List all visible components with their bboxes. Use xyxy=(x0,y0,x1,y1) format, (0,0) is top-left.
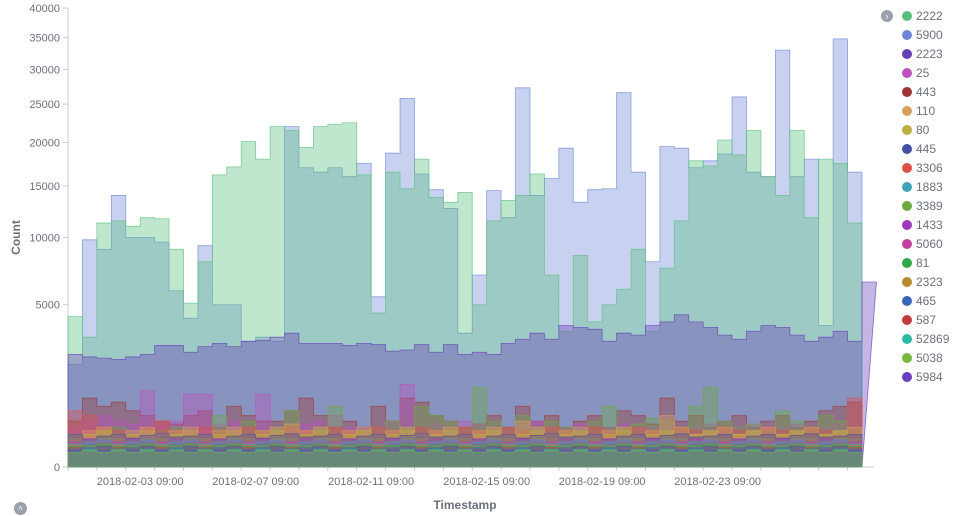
legend-item-445[interactable]: 445 xyxy=(902,139,949,158)
legend-item-110[interactable]: 110 xyxy=(902,101,949,120)
legend-swatch xyxy=(902,295,912,306)
y-tick-label: 40000 xyxy=(29,3,60,15)
legend-swatch xyxy=(902,276,912,287)
legend-swatch xyxy=(902,29,912,40)
legend-label: 1883 xyxy=(916,179,943,194)
legend-swatch xyxy=(902,10,912,21)
legend-label: 25 xyxy=(916,65,930,80)
x-tick-label: 2018-02-03 09:00 xyxy=(97,476,184,488)
series-area-5038 xyxy=(67,450,863,468)
legend-item-465[interactable]: 465 xyxy=(902,291,949,310)
legend-item-5060[interactable]: 5060 xyxy=(902,234,949,253)
legend-swatch xyxy=(902,238,912,249)
y-tick-label: 15000 xyxy=(29,181,60,193)
chevron-right-icon: › xyxy=(885,11,889,21)
legend-label: 3389 xyxy=(916,198,943,213)
legend-item-2223[interactable]: 2223 xyxy=(902,44,949,63)
legend-item-52869[interactable]: 52869 xyxy=(902,329,949,348)
legend-item-5984[interactable]: 5984 xyxy=(902,367,949,386)
y-tick-label: 30000 xyxy=(29,64,60,76)
legend-label: 2222 xyxy=(916,8,943,23)
x-tick-label: 2018-02-11 09:00 xyxy=(328,476,414,488)
legend-label: 52869 xyxy=(916,331,950,346)
legend-label: 465 xyxy=(916,293,937,308)
series-area-81 xyxy=(67,443,863,468)
legend-item-80[interactable]: 80 xyxy=(902,120,949,139)
legend-label: 443 xyxy=(916,84,937,99)
legend-label: 81 xyxy=(916,255,930,270)
legend-swatch xyxy=(902,333,912,344)
chevron-up-icon: ˄ xyxy=(18,504,23,513)
legend-list: 2222 5900 2223 25 443 110 80 445 3306 1883 3389 143… xyxy=(902,6,949,386)
y-tick-label: 20000 xyxy=(29,137,60,149)
legend-label: 3306 xyxy=(916,160,943,175)
legend-item-2222[interactable]: 2222 xyxy=(902,6,949,25)
legend-label: 2223 xyxy=(916,46,943,61)
y-tick-label: 10000 xyxy=(29,233,60,245)
legend-label: 2323 xyxy=(916,274,943,289)
x-axis-title: Timestamp xyxy=(433,498,496,512)
legend-swatch xyxy=(902,181,912,192)
legend-item-2323[interactable]: 2323 xyxy=(902,272,949,291)
legend-swatch xyxy=(902,371,912,382)
x-tick-label: 2018-02-19 09:00 xyxy=(559,476,646,488)
y-tick-label: 5000 xyxy=(36,300,60,312)
legend-item-5038[interactable]: 5038 xyxy=(902,348,949,367)
legend-item-443[interactable]: 443 xyxy=(902,82,949,101)
legend-label: 445 xyxy=(916,141,937,156)
legend-swatch xyxy=(902,48,912,59)
legend-item-5900[interactable]: 5900 xyxy=(902,25,949,44)
legend-swatch xyxy=(902,257,912,268)
series-area-2222 xyxy=(67,122,863,468)
y-axis-title: Count xyxy=(9,220,23,255)
legend-label: 587 xyxy=(916,312,937,327)
x-tick-label: 2018-02-23 09:00 xyxy=(674,476,761,488)
legend-swatch xyxy=(902,86,912,97)
legend-swatch xyxy=(902,124,912,135)
collapse-button[interactable]: ˄ xyxy=(14,502,27,515)
legend-label: 5900 xyxy=(916,27,943,42)
legend-swatch xyxy=(902,219,912,230)
x-tick-label: 2018-02-15 09:00 xyxy=(443,476,530,488)
legend-item-3306[interactable]: 3306 xyxy=(902,158,949,177)
legend-swatch xyxy=(902,352,912,363)
legend-swatch xyxy=(902,162,912,173)
legend-swatch xyxy=(902,105,912,116)
y-tick-label: 35000 xyxy=(29,33,60,45)
legend-swatch xyxy=(902,314,912,325)
legend-label: 5060 xyxy=(916,236,943,251)
legend-label: 5038 xyxy=(916,350,943,365)
y-tick-label: 0 xyxy=(54,462,60,474)
legend-item-81[interactable]: 81 xyxy=(902,253,949,272)
legend-item-25[interactable]: 25 xyxy=(902,63,949,82)
legend-label: 1433 xyxy=(916,217,943,232)
legend-label: 80 xyxy=(916,122,930,137)
legend-item-587[interactable]: 587 xyxy=(902,310,949,329)
legend-label: 110 xyxy=(916,103,936,118)
y-tick-label: 25000 xyxy=(29,99,60,111)
legend-swatch xyxy=(902,67,912,78)
legend-item-3389[interactable]: 3389 xyxy=(902,196,949,215)
legend-item-1883[interactable]: 1883 xyxy=(902,177,949,196)
legend-swatch xyxy=(902,200,912,211)
legend-label: 5984 xyxy=(916,369,943,384)
legend-item-1433[interactable]: 1433 xyxy=(902,215,949,234)
x-tick-label: 2018-02-07 09:00 xyxy=(212,476,299,488)
legend-swatch xyxy=(902,143,912,154)
legend-toggle-button[interactable]: › xyxy=(881,10,893,22)
